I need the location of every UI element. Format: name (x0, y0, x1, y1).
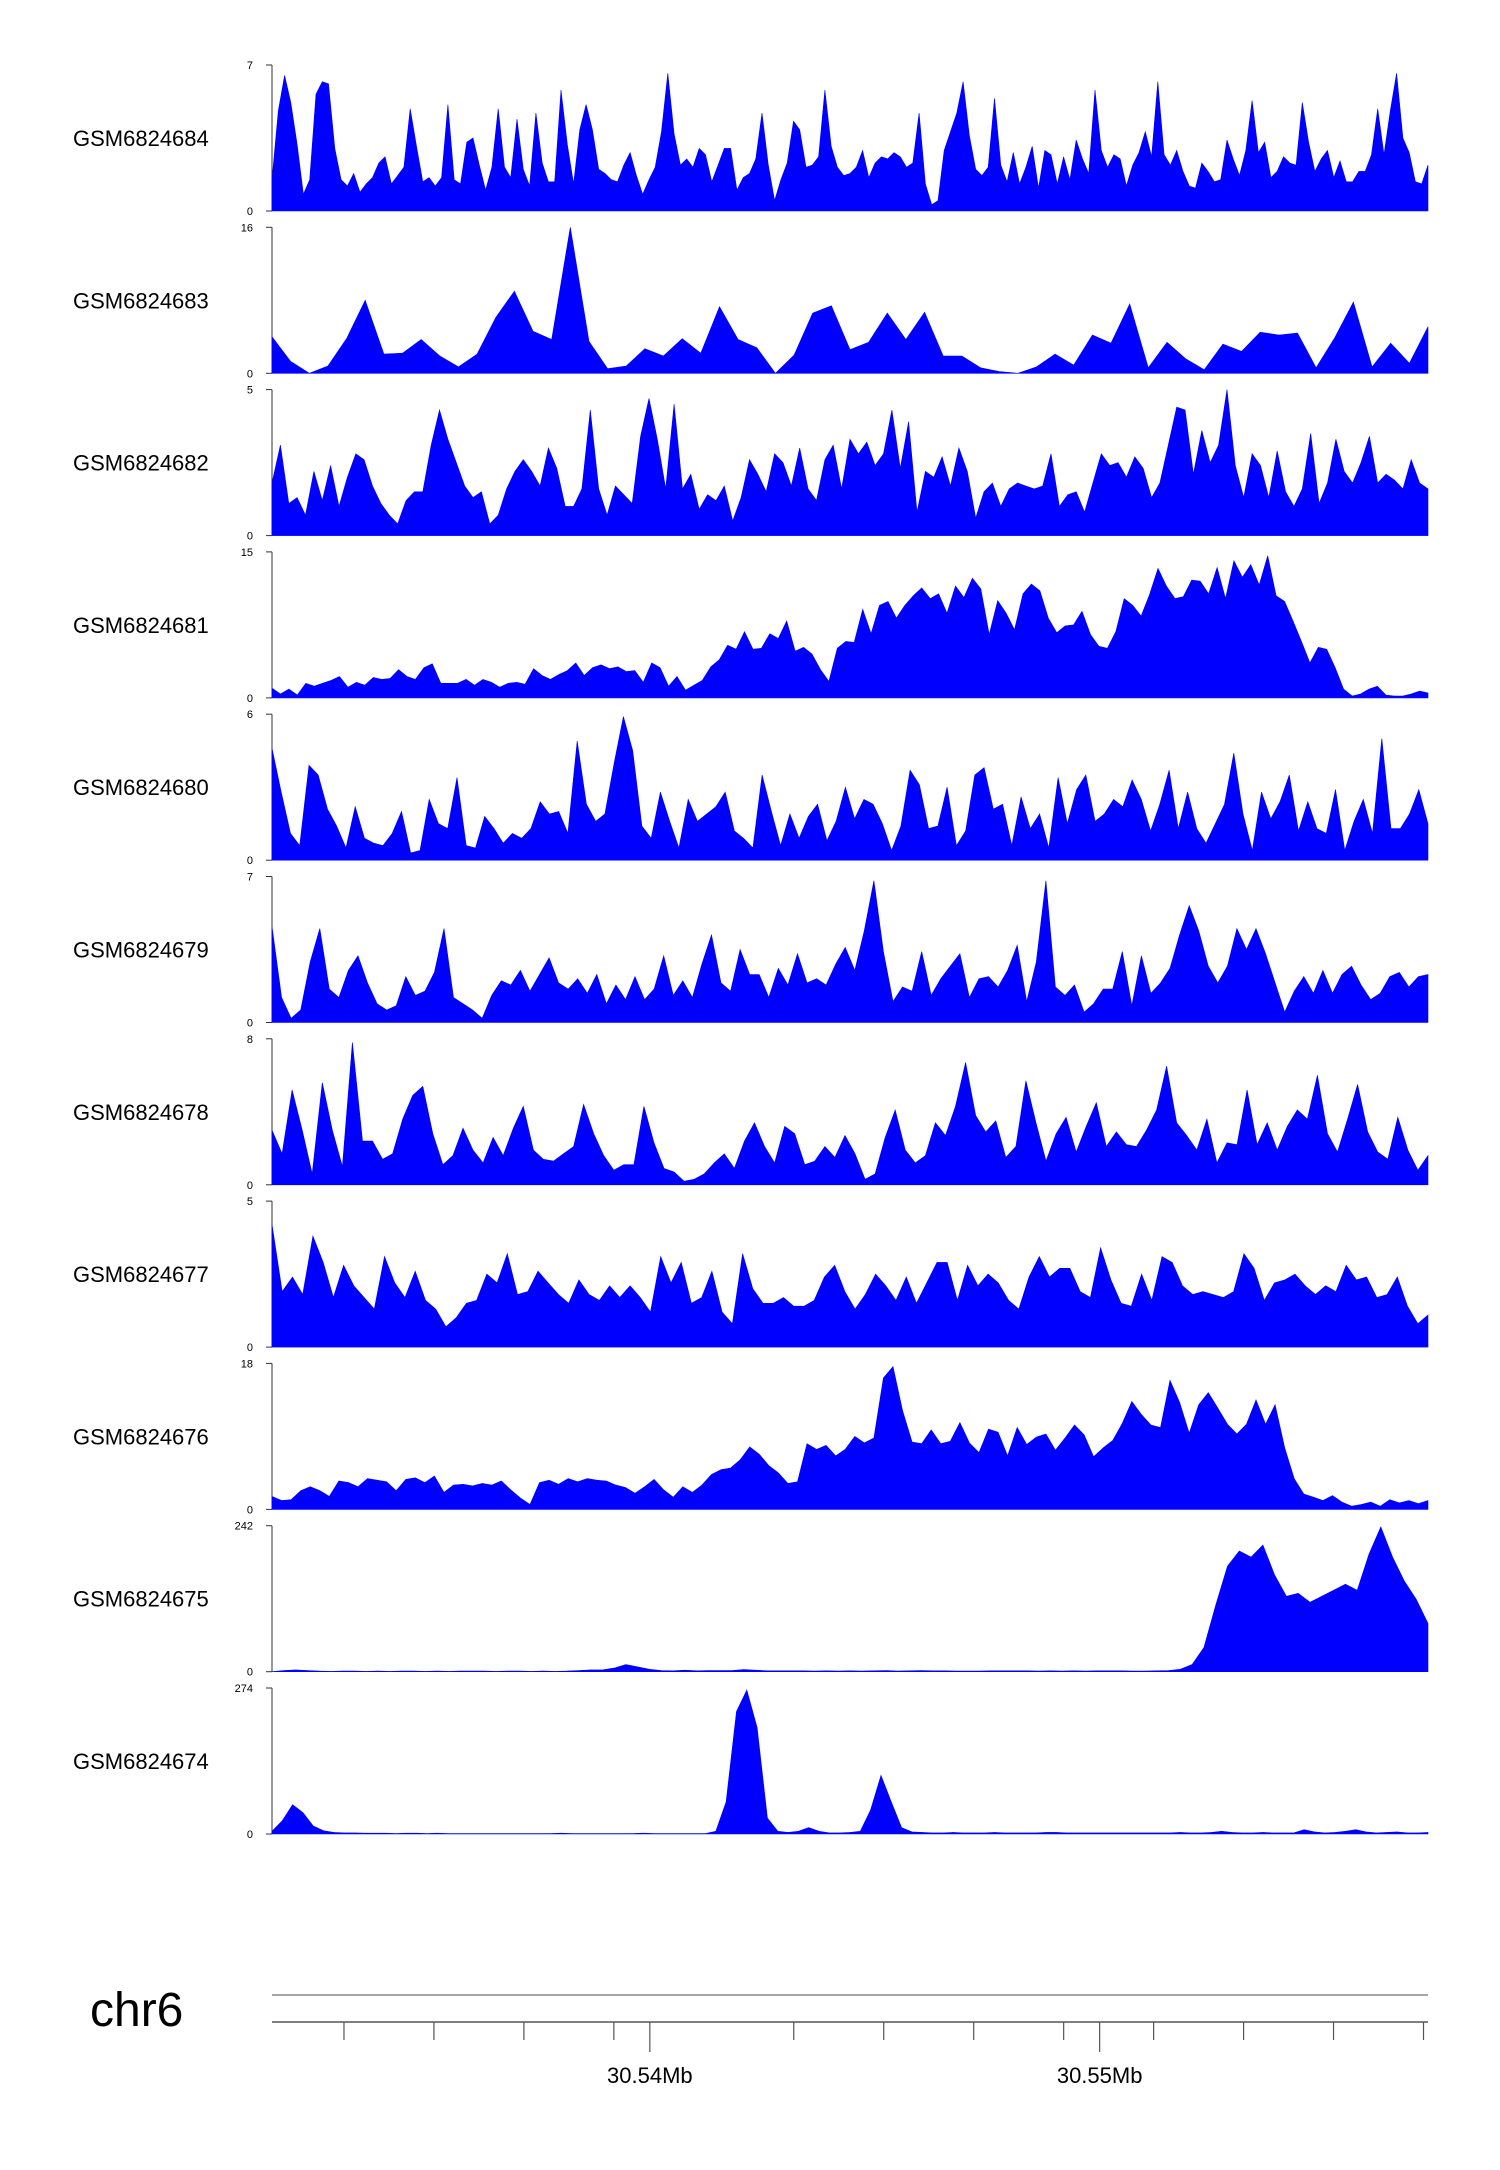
track-label: GSM6824675 (73, 1587, 209, 1612)
coverage-area (271, 73, 1429, 212)
track-GSM6824678: GSM6824678 8 0 (73, 1034, 1429, 1192)
track-GSM6824681: GSM6824681 15 0 (73, 547, 1429, 705)
coverage-area (271, 1689, 1429, 1835)
y-max-label: 8 (247, 1034, 253, 1046)
coverage-area (271, 1365, 1429, 1510)
track-label: GSM6824681 (73, 613, 209, 638)
coverage-area (271, 227, 1429, 374)
y-min-label: 0 (247, 1504, 253, 1516)
coverage-area (271, 880, 1429, 1023)
track-GSM6824677: GSM6824677 5 0 (73, 1196, 1429, 1354)
coverage-area (271, 1042, 1429, 1186)
y-max-label: 16 (241, 222, 253, 234)
y-min-label: 0 (247, 855, 253, 867)
track-GSM6824683: GSM6824683 16 0 (73, 222, 1429, 380)
track-label: GSM6824680 (73, 775, 209, 800)
track-GSM6824682: GSM6824682 5 0 (73, 385, 1429, 543)
y-min-label: 0 (247, 368, 253, 380)
track-GSM6824674: GSM6824674 274 0 (73, 1683, 1429, 1841)
track-label: GSM6824682 (73, 451, 209, 476)
y-min-label: 0 (247, 693, 253, 705)
track-label: GSM6824676 (73, 1424, 209, 1449)
axis-tick-label: 30.55Mb (1057, 2063, 1143, 2088)
y-min-label: 0 (247, 1342, 253, 1354)
track-GSM6824680: GSM6824680 6 0 (73, 709, 1429, 867)
coverage-area (271, 1224, 1429, 1348)
axis-tick-label: 30.54Mb (607, 2063, 693, 2088)
track-GSM6824679: GSM6824679 7 0 (73, 872, 1429, 1030)
track-GSM6824675: GSM6824675 242 0 (73, 1521, 1429, 1679)
track-label: GSM6824678 (73, 1100, 209, 1125)
coverage-tracks: GSM682468470GSM6824683160GSM682468250GSM… (73, 60, 1429, 1841)
y-max-label: 242 (235, 1521, 253, 1533)
y-max-label: 18 (241, 1358, 253, 1370)
y-max-label: 7 (247, 872, 253, 884)
y-max-label: 5 (247, 1196, 253, 1208)
y-max-label: 15 (241, 547, 253, 559)
y-max-label: 5 (247, 385, 253, 397)
track-label: GSM6824677 (73, 1262, 209, 1287)
y-min-label: 0 (247, 1667, 253, 1679)
track-label: GSM6824679 (73, 938, 209, 963)
coverage-area (271, 555, 1429, 699)
y-min-label: 0 (247, 1180, 253, 1192)
y-min-label: 0 (247, 206, 253, 218)
genomic-axis: chr6 30.54Mb 30.55Mb (90, 1984, 1428, 2088)
y-max-label: 274 (235, 1683, 253, 1695)
y-max-label: 6 (247, 709, 253, 721)
coverage-area (271, 716, 1429, 861)
track-label: GSM6824684 (73, 126, 209, 151)
y-min-label: 0 (247, 531, 253, 543)
track-GSM6824676: GSM6824676 18 0 (73, 1358, 1429, 1516)
track-label: GSM6824683 (73, 288, 209, 313)
track-label: GSM6824674 (73, 1749, 209, 1774)
coverage-area (271, 1526, 1429, 1672)
track-GSM6824684: GSM6824684 7 0 (73, 60, 1429, 218)
y-min-label: 0 (247, 1829, 253, 1841)
y-min-label: 0 (247, 1018, 253, 1030)
coverage-area (271, 389, 1429, 536)
chromosome-label: chr6 (90, 1984, 183, 2037)
y-max-label: 7 (247, 60, 253, 72)
